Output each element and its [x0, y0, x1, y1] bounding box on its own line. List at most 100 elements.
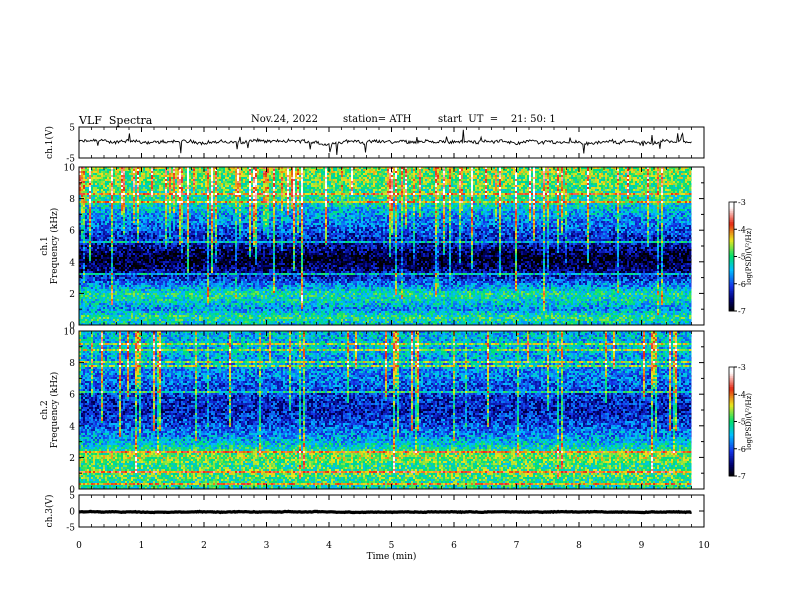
spectrogram-cell	[193, 189, 196, 192]
spectrogram-cell	[85, 215, 88, 218]
spectrogram-cell	[87, 179, 90, 182]
spectrogram-cell	[175, 223, 178, 226]
spectrogram-cell	[147, 277, 150, 280]
spectrogram-cell	[123, 173, 126, 176]
spectrogram-cell	[91, 191, 94, 194]
spectrogram-cell	[177, 309, 180, 312]
spectrogram-cell	[149, 191, 152, 194]
spectrogram-cell	[139, 247, 142, 250]
spectrogram-cell	[79, 211, 82, 214]
spectrogram-cell	[175, 303, 178, 306]
spectrogram-cell	[107, 213, 110, 216]
spectrogram-cell	[125, 225, 128, 228]
spectrogram-cell	[191, 249, 194, 252]
spectrogram-cell	[153, 193, 156, 196]
spectrogram-cell	[87, 257, 90, 260]
spectrogram-cell	[107, 193, 110, 196]
spectrogram-cell	[121, 255, 124, 258]
spectrogram-cell	[139, 303, 142, 306]
spectrogram-cell	[109, 219, 112, 222]
spectrogram-cell	[101, 235, 104, 238]
spectrogram-cell	[159, 223, 162, 226]
spectrogram-cell	[157, 263, 160, 266]
spectrogram-cell	[111, 293, 114, 296]
spectrogram-cell	[107, 315, 110, 318]
spectrogram-cell	[135, 249, 138, 252]
spectrogram-cell	[125, 273, 128, 276]
spectrogram-cell	[167, 183, 170, 186]
spectrogram-cell	[87, 219, 90, 222]
spectrogram-cell	[113, 169, 116, 172]
spectrogram-cell	[171, 321, 174, 324]
spectrogram-cell	[99, 181, 102, 184]
spectrogram-cell	[137, 259, 140, 262]
spectrogram-cell	[97, 315, 100, 318]
spectrogram-cell	[183, 185, 186, 188]
spectrogram-cell	[191, 205, 194, 208]
spectrogram-cell	[133, 293, 136, 296]
spectrogram-cell	[99, 201, 102, 204]
spectrogram-cell	[91, 281, 94, 284]
spectrogram-cell	[145, 273, 148, 276]
spectrogram-cell	[157, 243, 160, 246]
spectrogram-cell	[197, 293, 200, 296]
spectrogram-cell	[147, 301, 150, 304]
spectrogram-cell	[183, 219, 186, 222]
spectrogram-cell	[157, 299, 160, 302]
spectrogram-cell	[201, 171, 204, 174]
spectrogram-cell	[157, 245, 160, 248]
spectrogram-cell	[161, 253, 164, 256]
spectrogram-cell	[101, 295, 104, 298]
spectrogram-cell	[107, 199, 110, 202]
spectrogram-cell	[167, 253, 170, 256]
spectrogram-cell	[119, 227, 122, 230]
spectrogram-cell	[175, 259, 178, 262]
spectrogram-cell	[167, 279, 170, 282]
spectrogram-cell	[187, 303, 190, 306]
spectrogram-cell	[145, 281, 148, 284]
spectrogram-cell	[139, 317, 142, 320]
spectrogram-cell	[145, 223, 148, 226]
spectrogram-cell	[165, 303, 168, 306]
spectrogram-cell	[187, 267, 190, 270]
spectrogram-cell	[133, 199, 136, 202]
spectrogram-cell	[93, 251, 96, 254]
spectrogram-cell	[187, 233, 190, 236]
spectrogram-cell	[107, 281, 110, 284]
spectrogram-cell	[151, 211, 154, 214]
spectrogram-cell	[159, 167, 162, 170]
spectrogram-cell	[79, 323, 82, 325]
spectrogram-cell	[81, 207, 84, 210]
spectrogram-cell	[139, 195, 142, 198]
spectrogram-cell	[137, 177, 140, 180]
spectrogram-cell	[199, 195, 202, 198]
spectrogram-cell	[127, 315, 130, 318]
spectrogram-cell	[165, 231, 168, 234]
spectrogram-cell	[159, 269, 162, 272]
spectrogram-cell	[111, 309, 114, 312]
spectrogram-cell	[97, 223, 100, 226]
spectrogram-cell	[123, 259, 126, 262]
spectrogram-cell	[85, 303, 88, 306]
spectrogram-cell	[183, 215, 186, 218]
spectrogram-cell	[189, 237, 192, 240]
spectrogram-cell	[161, 279, 164, 282]
spectrogram-cell	[93, 227, 96, 230]
spectrogram-cell	[121, 227, 124, 230]
spectrogram-cell	[193, 283, 196, 286]
spectrogram-cell	[117, 179, 120, 182]
spectrogram-cell	[151, 259, 154, 262]
spectrogram-cell	[93, 193, 96, 196]
spectrogram-cell	[99, 191, 102, 194]
spectrogram-cell	[153, 203, 156, 206]
spectrogram-cell	[163, 307, 166, 310]
spectrogram-cell	[109, 295, 112, 298]
spectrogram-cell	[145, 227, 148, 230]
spectrogram-cell	[189, 317, 192, 320]
spectrogram-cell	[173, 295, 176, 298]
spectrogram-cell	[135, 267, 138, 270]
spectrogram-cell	[115, 207, 118, 210]
spectrogram-cell	[181, 265, 184, 268]
spectrogram-cell	[131, 311, 134, 314]
spectrogram-cell	[137, 271, 140, 274]
